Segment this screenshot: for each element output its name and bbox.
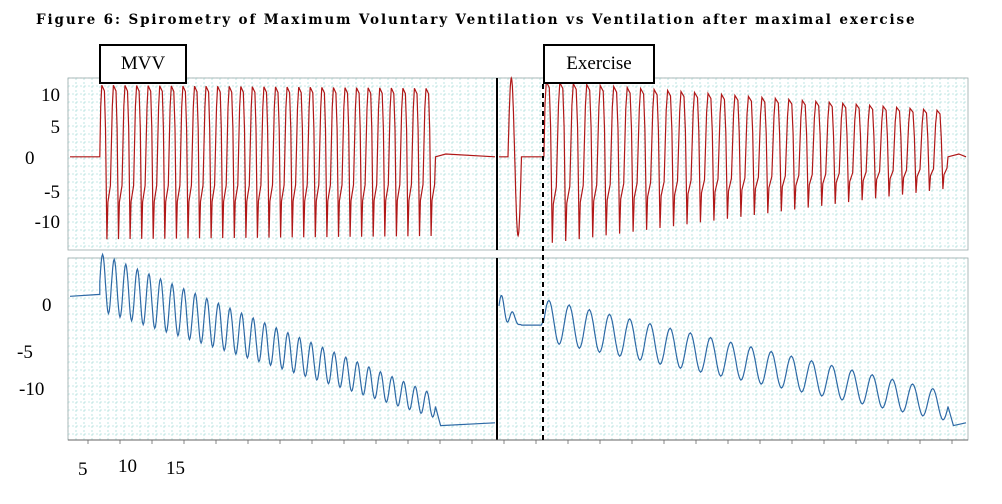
x-annotation-10: 10 [118,456,137,477]
upper-y-annotation-minus-5: -5 [44,182,60,203]
lower-y-annotation-0: 0 [42,295,52,316]
volume-trace-mvv [70,84,496,240]
cumulative-trace-mvv [69,252,496,427]
cumulative-trace-exercise [498,294,967,427]
x-annotation-15: 15 [166,458,185,479]
panel-frame-lower [67,257,969,441]
exercise-label: Exercise [543,44,655,84]
upper-y-annotation-minus-10: -10 [34,212,60,233]
grid-lower [67,257,968,440]
lower-y-annotation-minus-5: -5 [17,342,33,363]
upper-y-annotation-5: 5 [50,117,61,138]
mvv-label: MVV [99,44,187,84]
upper-y-annotation-10: 10 [41,85,60,106]
x-axis-ticks [87,440,953,444]
x-annotation-5: 5 [78,459,88,480]
lower-y-annotation-minus-10: -10 [19,379,45,400]
figure-title: Figure 6: Spirometry of Maximum Voluntar… [36,12,917,28]
panel-frame-upper [67,77,969,251]
volume-trace-exercise [499,76,967,243]
upper-y-annotation-0: 0 [25,148,35,169]
